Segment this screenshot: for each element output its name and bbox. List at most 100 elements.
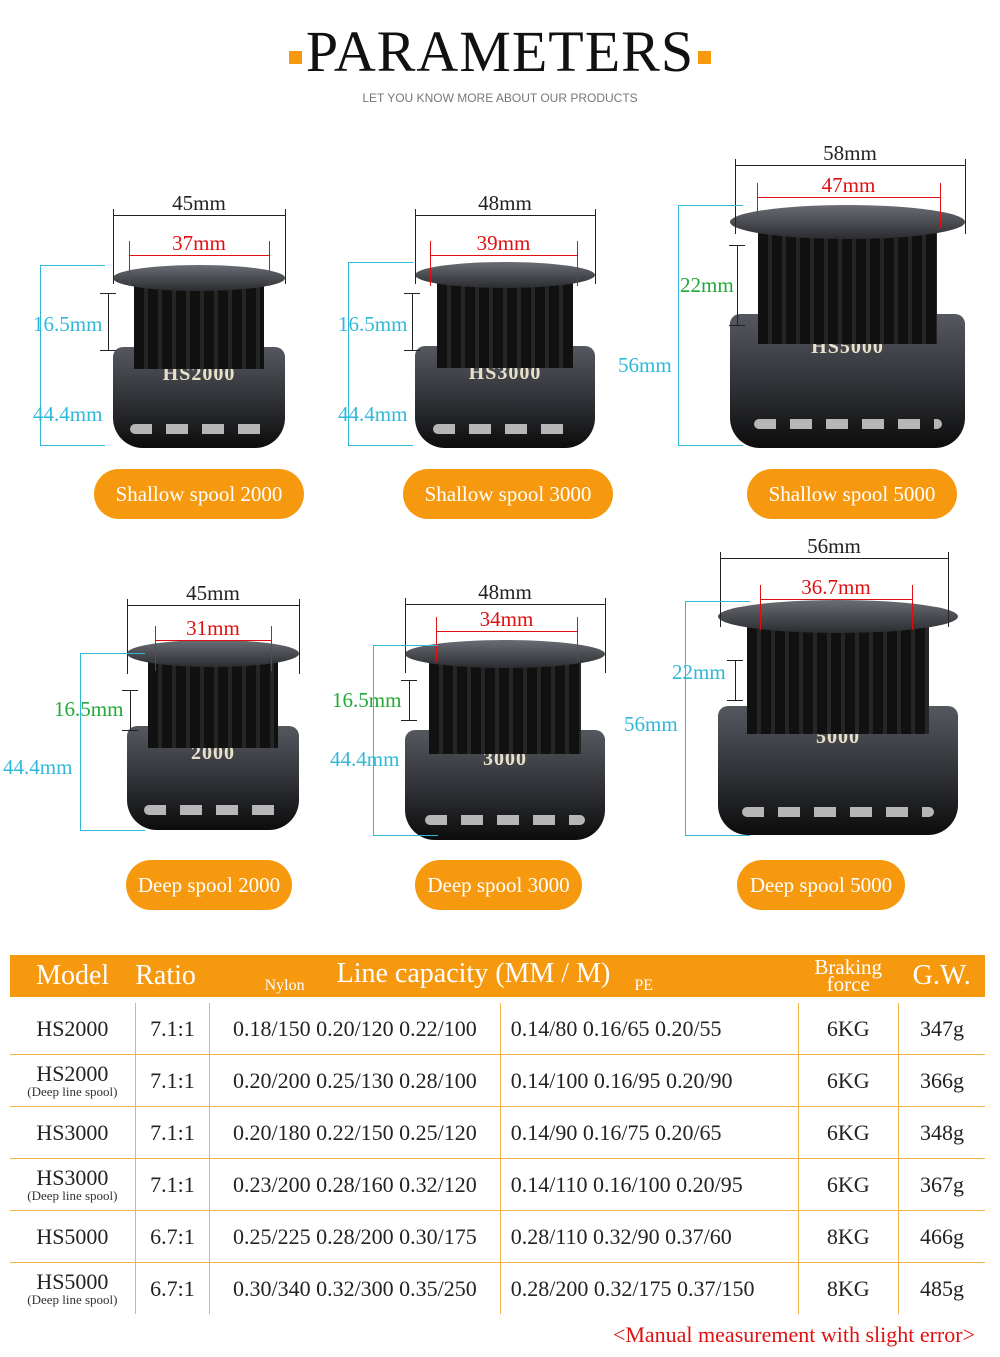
spool-label-badge: Shallow spool 3000 [403, 469, 613, 519]
outer-dimension-line [127, 605, 299, 606]
outer-dimension-line [113, 215, 285, 216]
depth-line [409, 680, 410, 720]
cell-ratio: 6.7:1 [134, 1262, 210, 1314]
spool-slots [433, 423, 577, 434]
height-line [373, 645, 374, 835]
dimension-tick [678, 205, 743, 206]
cell-pe: 0.28/200 0.32/175 0.37/150 [499, 1262, 799, 1314]
spool-label-badge: Deep spool 5000 [737, 860, 905, 910]
spool-image: HS2000 [113, 265, 285, 448]
spool-core [758, 222, 937, 344]
inner-dimension-line [129, 255, 269, 256]
spool-image: 2000 [127, 640, 299, 830]
dimension-tick [122, 690, 138, 691]
depth-line [735, 660, 736, 700]
dimension-tick [685, 601, 750, 602]
model-name: HS5000 [36, 1269, 109, 1294]
accent-square [288, 51, 302, 65]
header-line-capacity: Nylon Line capacity (MM / M) PE [209, 955, 799, 997]
height-line [348, 262, 349, 445]
table-row: HS3000 7.1:1 0.20/180 0.22/150 0.25/120 0.1… [10, 1106, 985, 1159]
dimension-tick [100, 293, 116, 294]
accent-square [698, 51, 712, 65]
cell-pe: 0.14/80 0.16/65 0.20/55 [499, 1003, 799, 1055]
dimension-tick [269, 241, 270, 286]
depth-label: 16.5mm [54, 697, 124, 721]
measurement-note: <Manual measurement with slight error> [612, 1322, 975, 1347]
cell-gw: 466g [897, 1210, 985, 1263]
dimension-tick [577, 617, 578, 662]
depth-line [108, 293, 109, 350]
model-name: HS3000 [36, 1119, 109, 1145]
cell-model: HS5000 (Deep line spool) [10, 1263, 135, 1315]
dimension-tick [404, 293, 420, 294]
spool-slots [425, 814, 585, 825]
cell-nylon: 0.25/225 0.28/200 0.30/175 [209, 1210, 501, 1263]
height-label: 44.4mm [33, 402, 103, 426]
outer-diameter-label: 58mm [823, 141, 877, 165]
cell-nylon: 0.20/200 0.25/130 0.28/100 [209, 1054, 501, 1107]
title-text: PARAMETERS [305, 19, 695, 84]
dimension-tick [685, 835, 750, 836]
cell-ratio: 7.1:1 [134, 1054, 210, 1107]
table-row: HS5000 (Deep line spool) 6.7:1 0.30/340 0.3… [10, 1262, 985, 1315]
header-pe: PE [634, 976, 653, 994]
dimension-tick [299, 599, 300, 674]
cell-braking: 6KG [797, 1106, 899, 1159]
cell-ratio: 6.7:1 [134, 1210, 210, 1263]
dimension-tick [912, 585, 913, 630]
header-ratio: Ratio [135, 955, 210, 997]
outer-dimension-line [415, 215, 595, 216]
parameters-table: Model Ratio Nylon Line capacity (MM / M) P… [10, 955, 985, 1314]
inner-diameter-label: 37mm [172, 231, 226, 255]
spool-label-badge: Shallow spool 2000 [94, 469, 304, 519]
height-label: 44.4mm [338, 402, 408, 426]
dimension-tick [100, 350, 116, 351]
cell-braking: 6KG [797, 1003, 899, 1055]
outer-dimension-line [735, 165, 965, 166]
inner-diameter-label: 34mm [479, 607, 534, 631]
cell-braking: 6KG [797, 1158, 899, 1211]
spool-flange [127, 640, 299, 667]
dimension-tick [948, 552, 949, 627]
depth-label: 22mm [680, 273, 734, 297]
depth-label: 16.5mm [33, 312, 103, 336]
dimension-tick [436, 617, 437, 662]
dimension-tick [577, 241, 578, 286]
height-label: 56mm [618, 353, 672, 377]
cell-model: HS2000 [10, 1003, 136, 1055]
depth-label: 16.5mm [332, 688, 402, 712]
dimension-tick [735, 159, 736, 234]
outer-diameter-label: 56mm [807, 534, 861, 558]
depth-label: 16.5mm [338, 312, 408, 336]
outer-diameter-label: 45mm [186, 581, 240, 605]
inner-diameter-label: 39mm [476, 231, 531, 255]
inner-dimension-line [760, 599, 912, 600]
cell-nylon: 0.30/340 0.32/300 0.35/250 [209, 1262, 501, 1314]
cell-nylon: 0.20/180 0.22/150 0.25/120 [209, 1106, 501, 1159]
spool-image: HS3000 [415, 262, 595, 448]
dimension-tick [348, 262, 413, 263]
inner-diameter-label: 47mm [821, 173, 876, 197]
spool-image: 3000 [405, 640, 605, 840]
height-label: 56mm [624, 712, 678, 736]
spool-label-badge: Shallow spool 5000 [747, 469, 957, 519]
inner-diameter-label: 36.7mm [801, 575, 871, 599]
dimension-tick [80, 653, 145, 654]
spool-core [429, 654, 581, 754]
page-subtitle: LET YOU KNOW MORE ABOUT OUR PRODUCTS [362, 91, 638, 105]
inner-dimension-line [436, 631, 577, 632]
cell-gw: 485g [897, 1262, 985, 1314]
inner-dimension-line [430, 255, 577, 256]
dimension-tick [40, 445, 105, 446]
cell-braking: 8KG [797, 1210, 899, 1263]
dimension-tick [727, 660, 743, 661]
header-capacity: Line capacity (MM / M) [336, 957, 611, 989]
cell-pe: 0.14/110 0.16/100 0.20/95 [499, 1158, 799, 1211]
model-subtitle: (Deep line spool) [27, 1084, 118, 1099]
outer-diameter-label: 45mm [172, 191, 226, 215]
outer-diameter-label: 48mm [478, 191, 532, 215]
cell-ratio: 7.1:1 [134, 1003, 210, 1055]
dimension-tick [285, 209, 286, 284]
table-row: HS2000 (Deep line spool) 7.1:1 0.20/200 0.2… [10, 1054, 985, 1107]
